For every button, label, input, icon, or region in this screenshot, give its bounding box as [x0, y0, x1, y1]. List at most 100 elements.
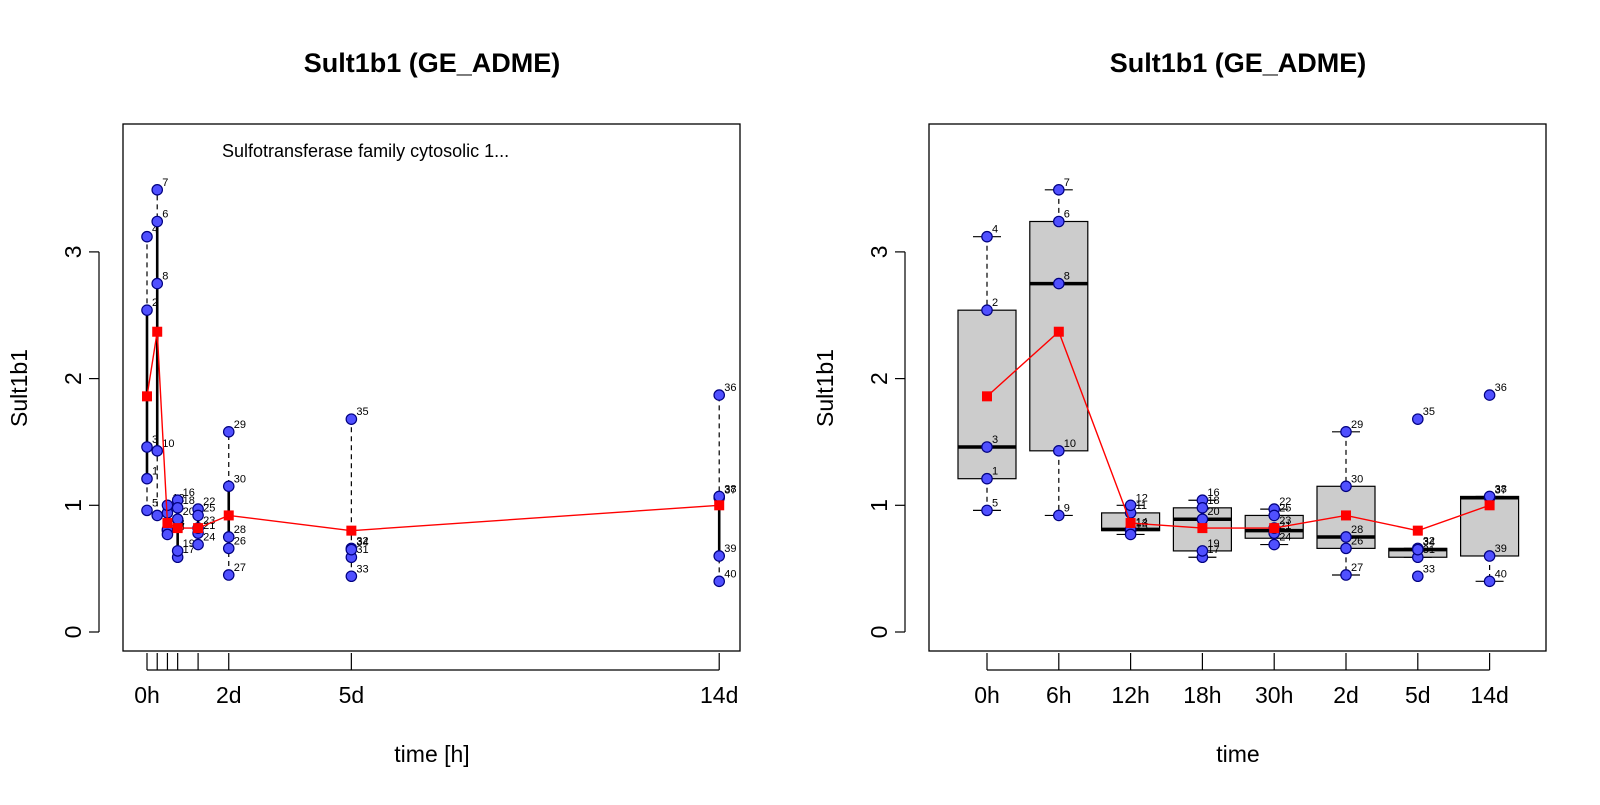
right-point-label: 25 — [1279, 502, 1291, 514]
right-data-point — [1124, 499, 1137, 512]
left-mean-marker — [142, 391, 152, 402]
left-y-tick-label: 3 — [60, 246, 86, 259]
left-point-label: 40 — [724, 568, 736, 580]
left-data-point — [141, 230, 153, 243]
left-chart-title: Sult1b1 (GE_ADME) — [304, 48, 561, 78]
left-point-label: 29 — [234, 419, 246, 431]
right-data-point — [1196, 513, 1209, 526]
left-data-point — [713, 575, 726, 588]
left-x-axis-label: time [h] — [394, 741, 469, 767]
right-point-label: 39 — [1495, 543, 1507, 555]
right-data-point — [1196, 502, 1209, 514]
right-data-point — [1053, 509, 1065, 522]
left-data-point — [192, 538, 204, 551]
right-y-tick-label: 0 — [866, 626, 892, 639]
left-point-label: 22 — [203, 496, 215, 508]
left-data-point — [713, 550, 726, 562]
left-data-point — [141, 472, 153, 485]
left-data-point — [141, 441, 153, 453]
right-point-label: 34 — [1423, 537, 1435, 549]
right-point-label: 3 — [992, 434, 998, 446]
right-mean-marker — [1125, 518, 1136, 529]
left-x-tick-label: 0h — [134, 682, 160, 708]
right-y-tick-label: 2 — [866, 372, 892, 385]
left-point-label: 36 — [724, 382, 736, 394]
left-panel: Sult1b1 (GE_ADME) time [h] Sult1b1 Sulfo… — [6, 48, 741, 767]
left-data-point — [171, 502, 184, 514]
right-point-label: 18 — [1207, 495, 1219, 507]
left-y-axis-label: Sult1b1 — [6, 349, 32, 427]
right-point-label: 14 — [1136, 516, 1148, 528]
left-data-point — [222, 569, 235, 581]
right-x-tick-label: 14d — [1470, 682, 1508, 708]
right-data-point — [1268, 509, 1280, 522]
right-data-point — [981, 441, 993, 453]
left-mean-marker — [162, 518, 173, 529]
left-point-label: 1 — [152, 466, 158, 478]
left-point-label: 24 — [203, 532, 215, 544]
right-data-point — [1412, 543, 1424, 556]
left-point-label: 5 — [152, 497, 158, 509]
right-x-tick-label: 12h — [1111, 682, 1149, 708]
left-data-point — [222, 426, 235, 438]
right-data-point — [1053, 445, 1065, 457]
right-x-tick-label: 2d — [1333, 682, 1359, 708]
left-point-label: 33 — [356, 563, 368, 575]
right-point-label: 29 — [1351, 419, 1363, 431]
left-mean-marker — [223, 510, 234, 521]
left-point-label: 27 — [234, 562, 246, 574]
right-x-tick-label: 6h — [1046, 682, 1072, 708]
right-point-label: 10 — [1064, 438, 1076, 450]
left-data-point — [713, 490, 726, 503]
right-mean-marker — [1269, 523, 1280, 534]
right-data-point — [1483, 389, 1496, 401]
right-point-label: 8 — [1064, 271, 1070, 283]
left-mean-marker — [346, 525, 357, 536]
left-point-label: 8 — [162, 271, 168, 283]
left-mean-marker — [172, 523, 183, 534]
right-point-label: 7 — [1064, 177, 1070, 189]
right-point-label: 30 — [1351, 473, 1363, 485]
right-point-label: 20 — [1207, 506, 1219, 518]
left-data-point — [171, 545, 184, 557]
left-mean-marker — [193, 523, 204, 534]
left-data-point — [345, 570, 358, 583]
right-point-label: 2 — [992, 297, 998, 309]
right-point-label: 37 — [1495, 485, 1507, 497]
right-point-label: 32 — [1423, 535, 1435, 547]
right-data-point — [1340, 426, 1352, 438]
left-point-label: 3 — [152, 434, 158, 446]
right-point-label: 38 — [1495, 483, 1507, 495]
right-data-point — [1340, 542, 1352, 555]
right-mean-marker — [1484, 500, 1495, 511]
left-point-label: 6 — [162, 208, 168, 220]
right-point-label: 40 — [1495, 568, 1507, 580]
right-point-label: 12 — [1136, 492, 1148, 504]
right-point-label: 6 — [1064, 208, 1070, 220]
left-mean-marker — [152, 326, 163, 337]
left-point-label: 2 — [152, 297, 158, 309]
right-data-point — [1483, 490, 1496, 503]
right-point-label: 27 — [1351, 562, 1363, 574]
left-point-label: 10 — [162, 438, 174, 450]
left-point-label: 25 — [203, 502, 215, 514]
left-point-label: 4 — [152, 224, 158, 236]
right-x-axis-label: time — [1216, 741, 1259, 767]
right-data-point — [1053, 184, 1065, 196]
right-data-point — [1053, 277, 1065, 290]
right-point-label: 17 — [1207, 544, 1219, 556]
left-data-point — [151, 509, 164, 522]
right-point-label: 1 — [992, 466, 998, 478]
left-point-label: 18 — [183, 495, 195, 507]
left-data-point — [151, 215, 164, 228]
right-data-point — [981, 472, 993, 485]
left-point-label: 38 — [724, 483, 736, 495]
left-point-label: 19 — [183, 538, 195, 550]
right-mean-marker — [1412, 525, 1423, 536]
left-point-label: 37 — [724, 485, 736, 497]
left-data-point — [345, 543, 358, 556]
right-point-label: 33 — [1423, 563, 1435, 575]
right-data-point — [1340, 569, 1352, 581]
left-x-tick-label: 2d — [216, 682, 242, 708]
